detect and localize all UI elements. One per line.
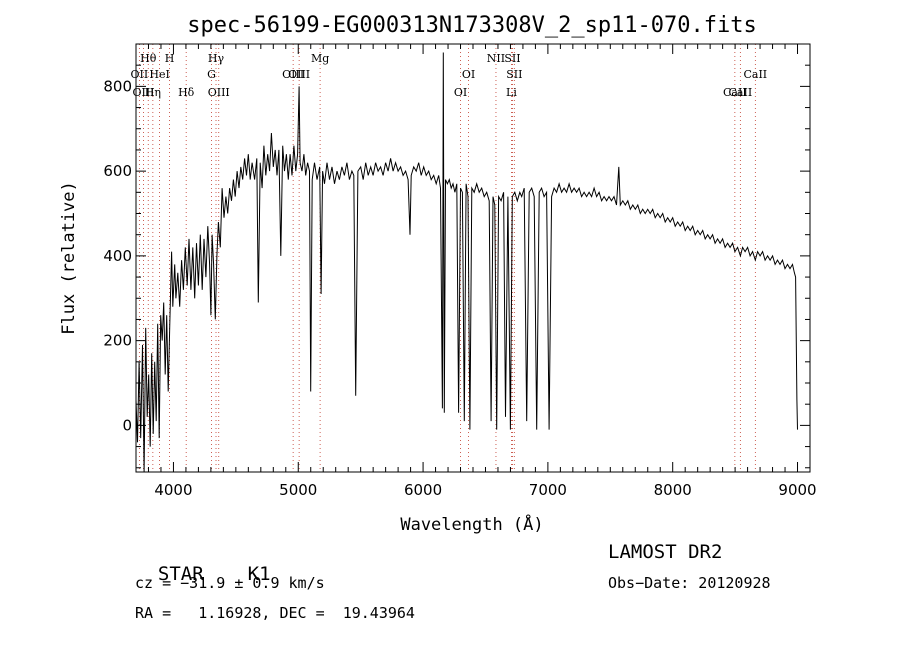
line-label: OI xyxy=(462,68,475,81)
spectrum-line xyxy=(135,52,798,473)
emission-line-labels: HθOIIOIIIHηHeIHHδHγGOIIIOIIIOIIIMgOIOINI… xyxy=(131,52,768,99)
line-label: OIII xyxy=(132,86,154,99)
x-tick-label: 9000 xyxy=(778,481,816,499)
line-label: Hδ xyxy=(178,86,195,99)
y-axis-label: Flux (relative) xyxy=(59,181,79,335)
axis-ticks: 4000 5000 6000 7000 8000 9000 0 200 400 600 800 xyxy=(103,43,817,499)
line-label: OIII xyxy=(288,68,310,81)
line-label: G xyxy=(207,68,216,81)
line-label: SII xyxy=(504,52,520,65)
chart-title: spec-56199-EG000313N173308V_2_sp11-070.f… xyxy=(187,13,757,38)
line-label: OI xyxy=(454,86,467,99)
line-label: Li xyxy=(506,86,517,99)
object-class: STAR K1 xyxy=(135,541,271,585)
line-label: HeI xyxy=(149,68,169,81)
line-label: NII xyxy=(487,52,505,65)
x-tick-label: 5000 xyxy=(279,481,317,499)
y-tick-label: 200 xyxy=(103,332,132,350)
obs-date: Obs−Date: 20120928 xyxy=(608,574,771,592)
x-tick-label: 8000 xyxy=(654,481,692,499)
y-tick-label: 400 xyxy=(103,247,132,265)
x-tick-label: 6000 xyxy=(404,481,442,499)
subclass-value: K1 xyxy=(247,563,271,585)
x-tick-label: 4000 xyxy=(154,481,192,499)
line-label: Hγ xyxy=(208,52,225,65)
y-tick-label: 800 xyxy=(103,77,132,95)
line-label: H xyxy=(165,52,175,65)
survey-name: LAMOST DR2 xyxy=(608,541,723,563)
line-label: OIII xyxy=(282,68,304,81)
line-label: OII xyxy=(131,68,149,81)
line-label: OIII xyxy=(208,86,230,99)
y-tick-label: 600 xyxy=(103,162,132,180)
coordinates-text: RA = 1.16928, DEC = 19.43964 xyxy=(135,604,415,622)
line-label: Hθ xyxy=(140,52,157,65)
plot-frame xyxy=(135,43,811,473)
line-label: Mg xyxy=(311,52,329,65)
line-label: CaII xyxy=(729,86,753,99)
line-label: CaII xyxy=(743,68,767,81)
line-label: Hη xyxy=(145,86,161,99)
class-value: STAR xyxy=(157,563,204,585)
line-label: CaII xyxy=(723,86,747,99)
y-tick-label: 0 xyxy=(122,416,132,434)
x-tick-label: 7000 xyxy=(529,481,567,499)
line-label: SII xyxy=(506,68,522,81)
x-axis-label: Wavelength (Å) xyxy=(400,513,543,535)
emission-line-markers xyxy=(138,44,756,472)
redshift-text: cz = −31.9 ± 0.9 km/s xyxy=(135,574,325,592)
